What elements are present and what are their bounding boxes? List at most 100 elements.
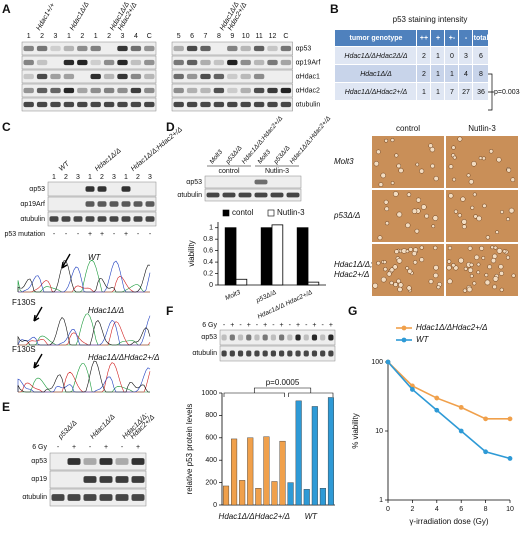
blot-band bbox=[51, 494, 65, 501]
blot-band bbox=[186, 73, 198, 80]
chromatogram bbox=[18, 313, 150, 346]
header-text: - bbox=[465, 35, 468, 42]
blot-band bbox=[117, 87, 128, 94]
group-label: Hdac1Δ/Δ bbox=[94, 147, 123, 173]
blot-band bbox=[145, 201, 155, 207]
cell-text: 1 bbox=[436, 89, 440, 96]
cell bbox=[373, 161, 380, 167]
y-tick-label: 600 bbox=[205, 435, 217, 442]
row-label: αtubulin bbox=[177, 192, 202, 199]
bar bbox=[224, 227, 237, 286]
cell bbox=[506, 217, 510, 222]
column-label: p53Δ/Δ bbox=[272, 145, 292, 167]
sign: - bbox=[77, 231, 80, 238]
cell bbox=[447, 278, 453, 285]
cell bbox=[508, 207, 515, 214]
cell bbox=[405, 222, 411, 228]
cell bbox=[457, 136, 463, 142]
cell bbox=[406, 285, 412, 291]
cell bbox=[505, 255, 510, 260]
bar bbox=[260, 227, 273, 286]
blot-band bbox=[246, 350, 252, 357]
cell bbox=[393, 282, 398, 287]
y-tick-label: 800 bbox=[205, 412, 217, 419]
y-tick-label: 400 bbox=[205, 457, 217, 464]
cell bbox=[479, 245, 485, 251]
blot-band bbox=[270, 350, 276, 357]
cell bbox=[469, 262, 474, 267]
blot-band bbox=[103, 73, 115, 80]
blot-band bbox=[295, 350, 301, 357]
table-cell bbox=[473, 65, 488, 82]
lane-label: 1 bbox=[94, 33, 98, 40]
blot-band bbox=[253, 101, 265, 108]
blot-band bbox=[200, 73, 211, 80]
blot-band bbox=[117, 73, 128, 80]
table-cell bbox=[431, 47, 444, 64]
blot-band bbox=[287, 334, 293, 341]
row-label: αp53 bbox=[29, 186, 45, 193]
sign: - bbox=[53, 231, 56, 238]
blot-band bbox=[73, 216, 83, 222]
cell bbox=[460, 196, 466, 202]
point bbox=[458, 428, 464, 434]
blot-band bbox=[121, 216, 131, 222]
x-tick-label: Molt3 bbox=[224, 289, 242, 302]
sign: + bbox=[312, 322, 316, 329]
table-cell bbox=[431, 65, 444, 82]
table-cell bbox=[417, 47, 430, 64]
blot-band bbox=[83, 494, 97, 501]
cell bbox=[492, 284, 497, 290]
bar bbox=[319, 488, 326, 506]
bar bbox=[295, 400, 302, 506]
blot-band bbox=[287, 350, 293, 357]
cell bbox=[481, 256, 486, 260]
x-tick-label: 4 bbox=[435, 506, 439, 513]
table-cell bbox=[445, 47, 458, 64]
blot-band bbox=[117, 45, 128, 52]
blot-band bbox=[221, 350, 227, 357]
cell bbox=[447, 245, 453, 251]
bar bbox=[279, 440, 286, 506]
table-cell bbox=[473, 83, 488, 100]
header-text: + bbox=[436, 35, 440, 42]
lane-label: 12 bbox=[269, 33, 277, 40]
cell bbox=[406, 192, 412, 197]
lane-label: 10 bbox=[242, 33, 250, 40]
cell bbox=[390, 138, 395, 143]
cell-text: Hdac1Δ/Δ bbox=[360, 71, 392, 78]
blot-strip bbox=[204, 188, 302, 202]
blot-band bbox=[238, 192, 252, 198]
blot-strip bbox=[21, 97, 157, 112]
cell bbox=[469, 274, 474, 278]
chromatogram bbox=[18, 321, 151, 346]
lane-label: 8 bbox=[217, 33, 221, 40]
cell bbox=[492, 276, 499, 282]
row-label: αtubulin bbox=[20, 216, 45, 223]
cell bbox=[468, 179, 474, 185]
blot-band bbox=[186, 87, 198, 94]
sign: + bbox=[72, 444, 76, 451]
sign: - bbox=[322, 322, 325, 329]
cell bbox=[502, 249, 507, 254]
blot-band bbox=[311, 334, 318, 341]
cell bbox=[510, 177, 516, 183]
cell-text: 1 bbox=[436, 71, 440, 78]
header-cell bbox=[431, 30, 444, 46]
blot-band bbox=[36, 59, 48, 66]
arrow bbox=[33, 306, 43, 322]
column-label: Nutlin-3 bbox=[468, 124, 496, 133]
chromatogram bbox=[17, 260, 151, 293]
micrograph bbox=[372, 190, 444, 242]
y-tick-label: 10 bbox=[375, 428, 383, 435]
bar bbox=[239, 480, 246, 506]
legend-label: contol bbox=[232, 208, 254, 217]
lane-label: 3 bbox=[54, 33, 58, 40]
trace-label: Hdac1Δ/ΔHdac2+/Δ bbox=[88, 353, 159, 362]
blot-band bbox=[200, 59, 211, 66]
blot-band bbox=[186, 45, 198, 52]
blot-band bbox=[286, 192, 300, 198]
cell bbox=[397, 286, 403, 293]
cell bbox=[394, 249, 399, 254]
table-cell bbox=[335, 83, 416, 100]
